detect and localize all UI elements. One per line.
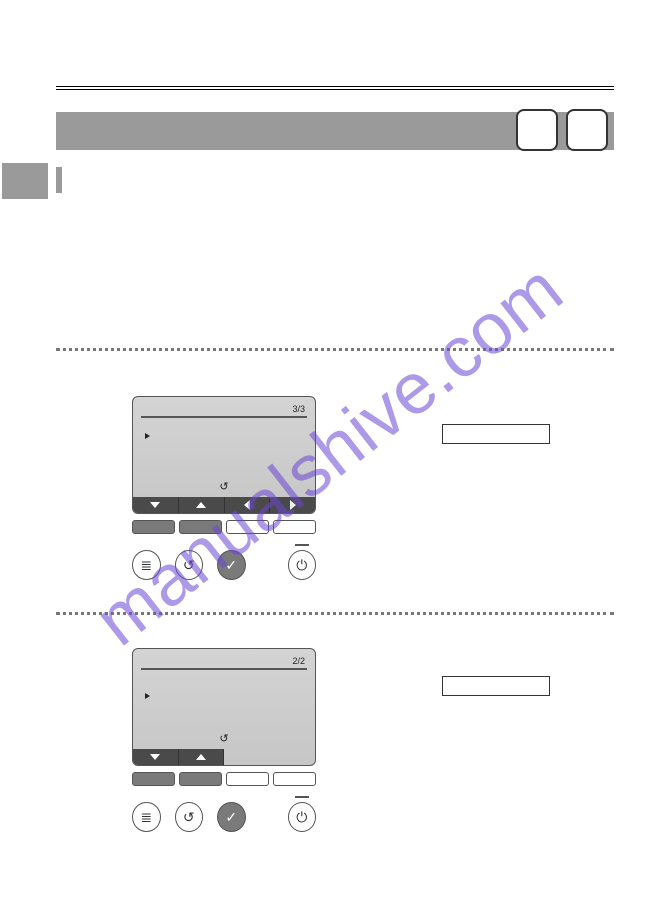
screen-divider xyxy=(141,417,307,418)
menu-button[interactable]: ≣ xyxy=(132,550,161,580)
arrow-down-icon xyxy=(150,754,160,760)
dotted-divider xyxy=(56,612,614,615)
header-box-1 xyxy=(516,109,558,151)
screen-page-indicator: 2/2 xyxy=(141,655,307,669)
menu-button[interactable]: ≣ xyxy=(132,802,161,832)
function-key-3[interactable] xyxy=(226,772,269,786)
nav-right-button[interactable] xyxy=(270,497,315,513)
function-key-row xyxy=(132,520,316,534)
function-key-2[interactable] xyxy=(179,772,222,786)
cursor-icon xyxy=(145,693,150,699)
function-key-1[interactable] xyxy=(132,772,175,786)
function-key-2[interactable] xyxy=(179,520,222,534)
arrow-down-icon xyxy=(150,502,160,508)
menu-icon: ≣ xyxy=(140,557,152,574)
menu-icon: ≣ xyxy=(140,809,152,826)
double-rule xyxy=(56,86,614,90)
screen-reset-icon: ↺ xyxy=(219,480,228,493)
side-tab xyxy=(2,163,48,199)
power-icon: ⏻ xyxy=(296,809,307,826)
page-root: manualshive.com 3/3↺≣↺✓⏻2/2↺≣↺✓⏻ xyxy=(0,0,657,918)
confirm-button[interactable]: ✓ xyxy=(217,550,246,580)
arrow-left-icon xyxy=(244,500,250,510)
screen-page-indicator: 3/3 xyxy=(141,403,307,417)
power-icon: ⏻ xyxy=(296,557,307,574)
function-key-row xyxy=(132,772,316,786)
screen-tab-row xyxy=(133,749,224,765)
device-screen: 2/2 ↺ xyxy=(132,648,316,766)
function-key-4[interactable] xyxy=(273,772,316,786)
arrow-up-icon xyxy=(196,754,206,760)
screen-reset-icon: ↺ xyxy=(219,732,228,745)
function-key-3[interactable] xyxy=(226,520,269,534)
dotted-divider xyxy=(56,348,614,351)
arrow-up-icon xyxy=(196,502,206,508)
confirm-icon: ✓ xyxy=(225,557,237,574)
reset-icon: ↺ xyxy=(183,809,195,826)
button-row: ≣ ↺ ✓ ⏻ xyxy=(132,550,316,580)
header-grey-bar xyxy=(56,112,614,150)
device-screen: 3/3 ↺ xyxy=(132,396,316,514)
reset-icon: ↺ xyxy=(183,557,195,574)
header-box-2 xyxy=(566,109,608,151)
screen-tab-row xyxy=(133,497,315,513)
function-key-1[interactable] xyxy=(132,520,175,534)
side-tab-accent xyxy=(56,167,62,193)
confirm-button[interactable]: ✓ xyxy=(217,802,246,832)
device-block: 3/3 ↺ ≣ ↺ ✓ ⏻ xyxy=(132,396,316,580)
function-key-4[interactable] xyxy=(273,520,316,534)
reset-button[interactable]: ↺ xyxy=(175,802,204,832)
cursor-icon xyxy=(145,433,150,439)
confirm-icon: ✓ xyxy=(225,809,237,826)
reset-button[interactable]: ↺ xyxy=(175,550,204,580)
device-block: 2/2 ↺ ≣ ↺ ✓ ⏻ xyxy=(132,648,316,832)
power-button[interactable]: ⏻ xyxy=(288,802,317,832)
field-box xyxy=(442,424,550,444)
field-box xyxy=(442,676,550,696)
nav-up-button[interactable] xyxy=(179,749,225,765)
screen-divider xyxy=(141,669,307,670)
nav-down-button[interactable] xyxy=(133,497,179,513)
power-button[interactable]: ⏻ xyxy=(288,550,317,580)
button-row: ≣ ↺ ✓ ⏻ xyxy=(132,802,316,832)
arrow-right-icon xyxy=(290,500,296,510)
nav-left-button[interactable] xyxy=(225,497,271,513)
nav-up-button[interactable] xyxy=(179,497,225,513)
nav-down-button[interactable] xyxy=(133,749,179,765)
